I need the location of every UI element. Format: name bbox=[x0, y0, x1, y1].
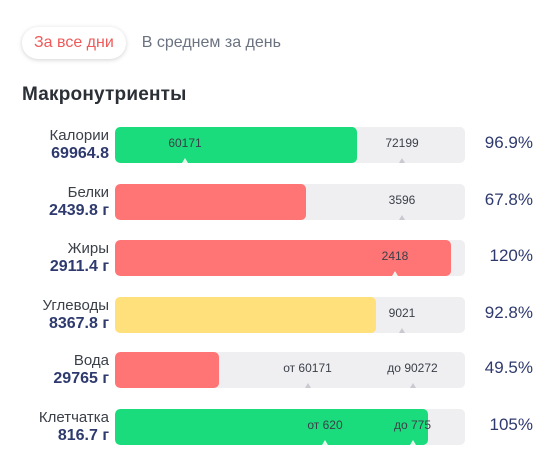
progress-track: 60171 72199 bbox=[115, 127, 465, 163]
progress-track: 3596 bbox=[115, 184, 465, 220]
percent-value: 120% bbox=[489, 246, 533, 265]
period-tabs: За все дни В среднем за день bbox=[22, 26, 293, 60]
target-mark-label: 2418 bbox=[381, 249, 409, 263]
nutrient-name: Калории bbox=[49, 127, 109, 144]
nutrient-row: Клетчатка 816.7 г от 620 до 775 105% bbox=[0, 407, 557, 453]
target-mark-label: 60171 bbox=[168, 136, 202, 150]
nutrient-row: Углеводы 8367.8 г 9021 92.8% bbox=[0, 295, 557, 341]
nutrient-value: 2911.4 г bbox=[49, 258, 109, 275]
nutrient-name: Жиры bbox=[67, 240, 109, 257]
target-mark-label: 3596 bbox=[388, 193, 416, 207]
target-tick-icon bbox=[399, 328, 405, 333]
nutrient-label: Жиры 2911.4 г bbox=[50, 240, 109, 276]
target-mark-label: 72199 bbox=[385, 136, 419, 150]
nutrient-value: 816.7 г bbox=[57, 427, 109, 444]
target-tick-icon bbox=[399, 215, 405, 220]
nutrient-name: Белки bbox=[67, 184, 109, 201]
progress-track: от 620 до 775 bbox=[115, 409, 465, 445]
nutrient-value: 29765 г bbox=[53, 370, 109, 387]
target-tick-icon bbox=[304, 383, 311, 388]
target-mark-label: 9021 bbox=[388, 306, 416, 320]
progress-fill bbox=[115, 409, 429, 445]
percent-value: 49.5% bbox=[484, 358, 533, 377]
nutrient-name: Клетчатка bbox=[38, 409, 109, 426]
progress-fill bbox=[115, 184, 306, 220]
percent-value: 67.8% bbox=[484, 190, 533, 209]
nutrient-label: Углеводы 8367.8 г bbox=[43, 297, 109, 333]
nutrient-label: Белки 2439.8 г bbox=[49, 184, 109, 220]
nutrient-value: 8367.8 г bbox=[48, 315, 109, 332]
target-mark-label: до 775 bbox=[393, 418, 432, 432]
nutrient-name: Вода bbox=[73, 352, 109, 369]
nutrient-row: Жиры 2911.4 г 2418 120% bbox=[0, 238, 557, 284]
progress-track: 9021 bbox=[115, 297, 465, 333]
progress-fill bbox=[115, 297, 376, 333]
target-tick-icon bbox=[392, 271, 398, 276]
target-tick-icon bbox=[182, 158, 188, 163]
percent-value: 92.8% bbox=[484, 303, 533, 322]
nutrient-value: 2439.8 г bbox=[48, 202, 109, 219]
tab-all-days[interactable]: За все дни bbox=[22, 27, 126, 59]
percent-value: 105% bbox=[489, 415, 533, 434]
nutrient-label: Калории 69964.8 bbox=[50, 127, 109, 163]
target-tick-icon bbox=[409, 383, 416, 388]
nutrient-label: Вода 29765 г bbox=[53, 352, 109, 388]
tab-daily-average[interactable]: В среднем за день bbox=[141, 34, 281, 51]
progress-track: 2418 bbox=[115, 240, 465, 276]
nutrient-label: Клетчатка 816.7 г bbox=[39, 409, 109, 445]
section-title: Макронутриенты bbox=[22, 84, 187, 105]
progress-fill bbox=[115, 352, 219, 388]
target-mark-label: до 90272 bbox=[387, 361, 438, 375]
progress-track: от 60171 до 90272 bbox=[115, 352, 465, 388]
nutrient-row: Белки 2439.8 г 3596 67.8% bbox=[0, 182, 557, 228]
target-tick-icon bbox=[409, 440, 416, 445]
target-tick-icon bbox=[322, 440, 328, 445]
target-mark-label: от 620 bbox=[307, 418, 343, 432]
progress-fill bbox=[115, 240, 451, 276]
percent-value: 96.9% bbox=[484, 133, 533, 152]
progress-fill bbox=[115, 127, 357, 163]
nutrient-row: Калории 69964.8 60171 72199 96.9% bbox=[0, 125, 557, 171]
nutrient-row: Вода 29765 г от 60171 до 90272 49.5% bbox=[0, 350, 557, 396]
nutrient-name: Углеводы bbox=[42, 297, 109, 314]
target-tick-icon bbox=[399, 158, 405, 163]
target-mark-label: от 60171 bbox=[283, 361, 332, 375]
nutrient-value: 69964.8 bbox=[51, 145, 109, 162]
